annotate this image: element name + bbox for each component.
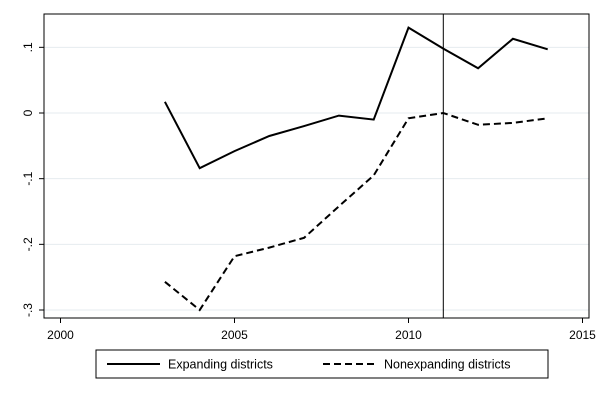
series-lines: [164, 26, 548, 312]
plot-frame: [43, 13, 590, 319]
legend-label-nonexpanding: Nonexpanding districts: [384, 358, 510, 372]
series-line-1: [164, 111, 548, 312]
series-line-0: [164, 26, 548, 170]
axes: .1 0 -.1 -.2 -.3 2000 2005 2010 2015: [21, 42, 596, 342]
y-tick-label-0: .1: [21, 42, 35, 52]
x-tick-label-0: 2000: [47, 328, 74, 342]
y-tick-label-3: -.2: [21, 237, 35, 251]
x-tick-label-2: 2010: [395, 328, 422, 342]
gridlines: [44, 46, 589, 311]
x-tick-label-1: 2005: [221, 328, 248, 342]
legend: Expanding districts Nonexpanding distric…: [95, 349, 549, 379]
y-tick-label-2: -.1: [21, 171, 35, 185]
x-tick-label-3: 2015: [569, 328, 596, 342]
legend-box: [95, 349, 549, 379]
y-tick-label-1: 0: [21, 109, 35, 116]
legend-label-expanding: Expanding districts: [168, 358, 273, 372]
y-tick-label-4: -.3: [21, 303, 35, 317]
